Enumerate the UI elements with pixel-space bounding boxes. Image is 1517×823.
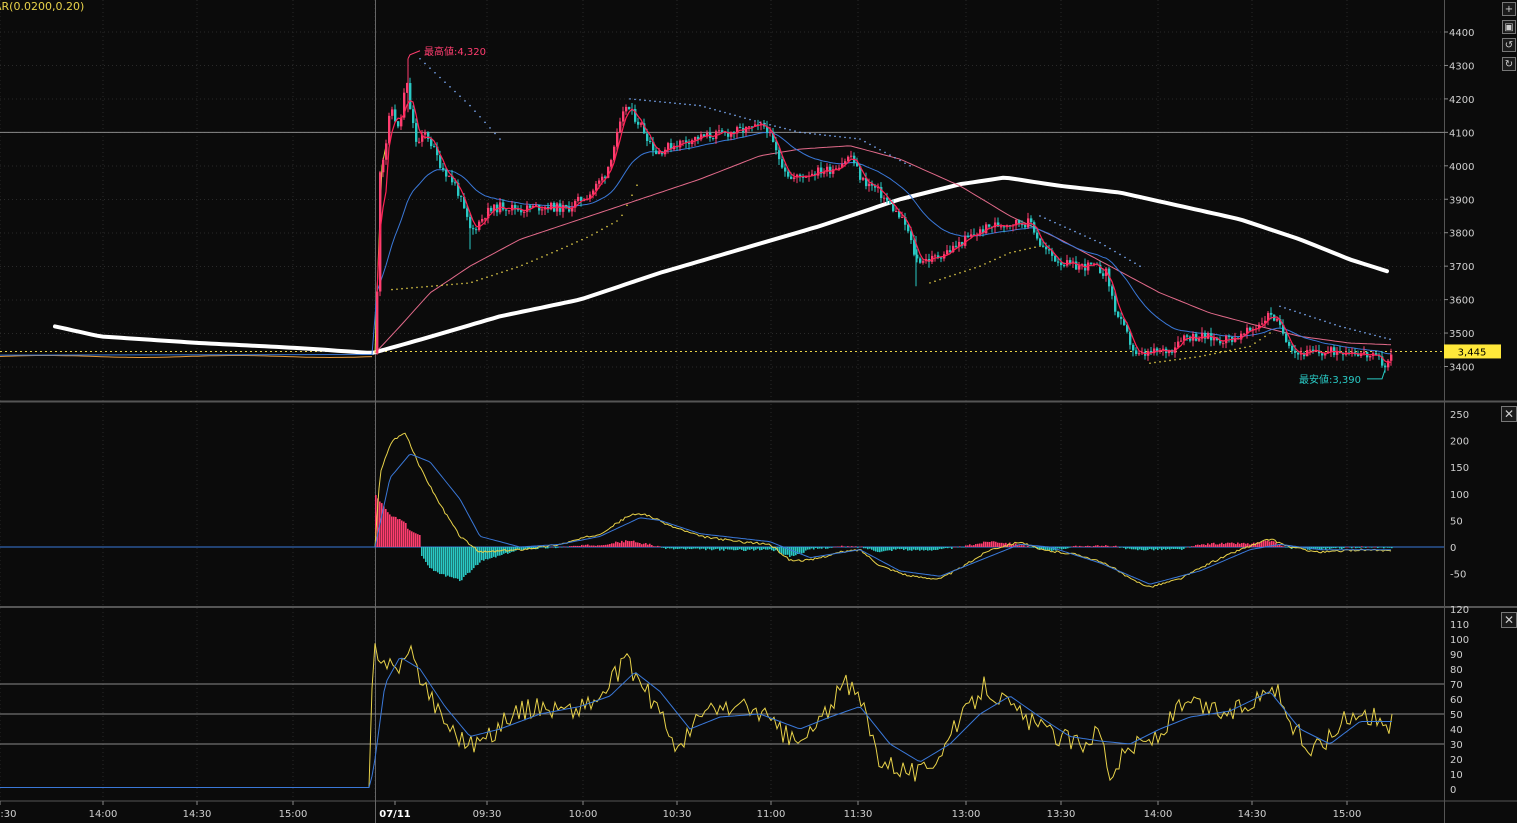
- osc-tick-label: 0: [1450, 785, 1456, 796]
- macd-tick-label: 250: [1450, 410, 1469, 421]
- high-leader-line: [407, 50, 421, 59]
- price-tick-label: 4100: [1449, 128, 1474, 139]
- osc-tick-label: 90: [1450, 650, 1463, 661]
- price-tick-label: 4300: [1449, 61, 1474, 72]
- indicator-label: AR(0.0200,0.20): [0, 0, 84, 13]
- osc-tick-label: 80: [1450, 665, 1463, 676]
- macd-tick-label: -50: [1450, 570, 1466, 581]
- oscillator-level-lines: [0, 683, 1444, 745]
- signal-line: [374, 453, 1391, 585]
- macd-tick-label: 150: [1450, 463, 1469, 474]
- time-tick-label: 14:00: [1144, 809, 1173, 820]
- ma-blue-line: [0, 131, 1391, 356]
- plus-box-icon[interactable]: +: [1502, 2, 1516, 16]
- price-pane[interactable]: 最高値:4,320 最安値:3,390 4400 4300 4200 4100 4000…: [0, 0, 1501, 386]
- current-price-tag: 3,445: [1444, 344, 1501, 359]
- osc-tick-label: 100: [1450, 635, 1469, 646]
- macd-pane[interactable]: 250 200 150 100 50 0 -50: [0, 410, 1469, 588]
- time-x-axis: 3:30 14:00 14:30 15:00 07/11 09:30 10:00 10:30 1…: [0, 801, 1361, 820]
- time-tick-label: 14:00: [89, 809, 118, 820]
- price-tag-background: [1444, 344, 1501, 359]
- lock-icon[interactable]: ▣: [1502, 20, 1516, 34]
- price-tick-label: 4200: [1449, 95, 1474, 106]
- low-label: 最安値:3,390: [1299, 373, 1361, 386]
- low-annotation: 最安値:3,390: [1299, 369, 1386, 386]
- undo-icon[interactable]: ↺: [1502, 38, 1516, 52]
- time-tick-label: 07/11: [379, 809, 411, 820]
- high-label: 最高値:4,320: [424, 45, 486, 58]
- macd-histogram: [375, 495, 1393, 582]
- low-leader-line: [1367, 369, 1386, 380]
- macd-tick-label: 50: [1450, 516, 1463, 527]
- parabolic-sar-dots: [391, 57, 1391, 364]
- price-tag-text: 3,445: [1458, 347, 1487, 358]
- oscillator-fast-line: [0, 643, 1393, 788]
- time-tick-label: 13:30: [1047, 809, 1076, 820]
- oscillator-slow-line: [0, 657, 1392, 788]
- long-ma-white-line: [53, 175, 1389, 355]
- price-tick-label: 3900: [1449, 195, 1474, 206]
- osc-tick-label: 60: [1450, 695, 1463, 706]
- price-tick-label: 3600: [1449, 296, 1474, 307]
- time-tick-label: 14:30: [183, 809, 212, 820]
- price-tick-label: 3500: [1449, 329, 1474, 340]
- osc-tick-label: 40: [1450, 725, 1463, 736]
- close-icon[interactable]: ✕: [1501, 406, 1517, 422]
- ma-red-line: [376, 99, 1392, 364]
- time-tick-label: 15:00: [279, 809, 308, 820]
- close-icon[interactable]: ✕: [1501, 612, 1517, 628]
- price-tick-label: 4000: [1449, 162, 1474, 173]
- prev-day-ma-line: [0, 355, 373, 359]
- ma-pink-line: [374, 145, 1392, 354]
- high-annotation: 最高値:4,320: [407, 45, 486, 59]
- osc-tick-label: 70: [1450, 680, 1463, 691]
- macd-tick-label: 100: [1450, 490, 1469, 501]
- time-tick-label: 14:30: [1238, 809, 1267, 820]
- osc-tick-label: 10: [1450, 770, 1463, 781]
- candlesticks: [376, 58, 1393, 373]
- macd-tick-label: 0: [1450, 543, 1456, 554]
- time-tick-label: 09:30: [473, 809, 502, 820]
- time-tick-label: 3:30: [0, 809, 16, 820]
- time-tick-label: 15:00: [1333, 809, 1362, 820]
- price-tick-label: 3800: [1449, 229, 1474, 240]
- time-tick-label: 13:00: [952, 809, 981, 820]
- time-tick-label: 10:00: [569, 809, 598, 820]
- grid-lines: [0, 0, 1444, 800]
- time-tick-label: 11:30: [844, 809, 873, 820]
- time-tick-label: 10:30: [663, 809, 692, 820]
- macd-line: [374, 432, 1392, 588]
- osc-tick-label: 110: [1450, 620, 1469, 631]
- price-tick-label: 3400: [1449, 363, 1474, 374]
- osc-tick-label: 50: [1450, 710, 1463, 721]
- redo-icon[interactable]: ↻: [1502, 57, 1516, 71]
- time-tick-label: 11:00: [757, 809, 786, 820]
- osc-tick-label: 120: [1450, 605, 1469, 616]
- macd-y-axis: 250 200 150 100 50 0 -50: [1450, 410, 1469, 581]
- osc-tick-label: 20: [1450, 755, 1463, 766]
- osc-tick-label: 30: [1450, 740, 1463, 751]
- price-y-axis: 4400 4300 4200 4100 4000 3900 3800 3700 3600 3500…: [1444, 28, 1474, 374]
- price-tick-label: 3700: [1449, 262, 1474, 273]
- price-tick-label: 4400: [1449, 28, 1474, 39]
- macd-tick-label: 200: [1450, 437, 1469, 448]
